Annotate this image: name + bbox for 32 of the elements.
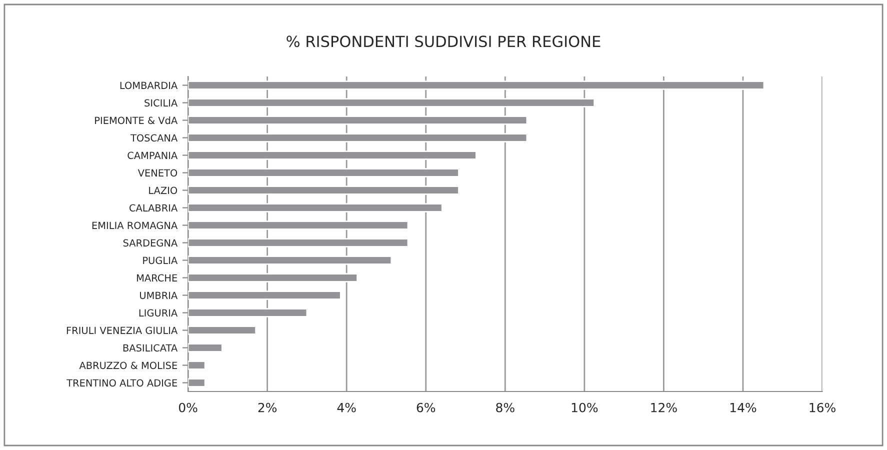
bar <box>188 343 223 352</box>
y-tick-label: MARCHE <box>137 274 178 282</box>
y-tick-label: TOSCANA <box>130 134 178 142</box>
x-tick-label: 16% <box>810 402 836 412</box>
x-tick-label: 0% <box>178 402 198 412</box>
y-tick-label: PUGLIA <box>143 256 178 264</box>
x-tick-label: 12% <box>651 402 677 412</box>
x-tick-label: 6% <box>416 402 436 412</box>
y-tick-label: SARDEGNA <box>123 239 178 247</box>
y-tick-label: EMILIA ROMAGNA <box>92 222 178 230</box>
bar <box>188 360 206 370</box>
y-tick-label: FRIULI VENEZIA GIULIA <box>66 326 178 334</box>
y-tick-label: PIEMONTE & VdA <box>95 116 178 124</box>
y-tick-label: CAMPANIA <box>128 152 178 160</box>
x-tick-label: 14% <box>730 402 756 412</box>
y-tick-label: LOMBARDIA <box>120 82 178 90</box>
y-tick-label: LAZIO <box>149 186 178 194</box>
x-tick-label: 2% <box>258 402 277 412</box>
y-tick-label: CALABRIA <box>130 204 178 212</box>
x-tick-label: 10% <box>572 402 598 412</box>
x-tick-label: 4% <box>337 402 356 412</box>
y-tick-label: BASILICATA <box>123 344 178 352</box>
y-tick-label: VENETO <box>138 169 178 177</box>
y-tick-label: ABRUZZO & MOLISE <box>79 362 177 370</box>
bar <box>188 326 257 335</box>
y-tick-label: LIGURIA <box>139 309 178 317</box>
y-tick-label: UMBRIA <box>140 292 178 300</box>
chart-title: % RISPONDENTI SUDDIVISI PER REGIONE <box>286 36 600 48</box>
y-tick-label: SICILIA <box>144 99 178 107</box>
x-tick-label: 8% <box>496 402 514 412</box>
bar <box>188 378 206 388</box>
y-tick-label: TRENTINO ALTO ADIGE <box>66 379 178 387</box>
